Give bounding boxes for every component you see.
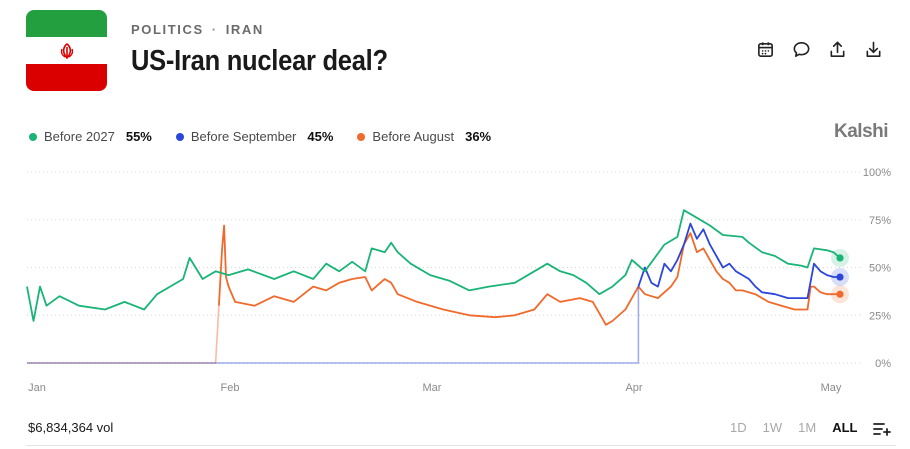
x-tick-label: Feb — [221, 382, 240, 394]
comment-icon[interactable] — [792, 40, 811, 59]
series-line[interactable] — [637, 222, 840, 299]
series-line-inactive — [27, 305, 220, 364]
subcategory-link[interactable]: IRAN — [225, 22, 264, 37]
x-tick-label: Mar — [423, 382, 442, 394]
legend-value: 45% — [307, 129, 334, 144]
line-chart[interactable]: 100% 75% 50% 25% 0% Jan Feb Mar Apr May — [0, 160, 910, 400]
x-tick-label: Jan — [28, 382, 46, 394]
legend-swatch — [175, 132, 184, 141]
series-line-inactive — [27, 286, 640, 364]
legend-value: 36% — [465, 129, 492, 144]
series-line[interactable] — [218, 224, 840, 326]
download-icon[interactable] — [864, 40, 883, 59]
x-tick-label: May — [821, 382, 842, 394]
breadcrumb-separator: · — [211, 22, 218, 37]
page-title: US-Iran nuclear deal? — [131, 45, 388, 77]
emblem-icon — [60, 42, 73, 59]
iran-flag-icon — [26, 10, 107, 91]
y-tick-label: 25% — [869, 310, 891, 322]
range-1m-button[interactable]: 1M — [798, 420, 817, 435]
share-icon[interactable] — [828, 40, 847, 59]
legend-item-before-2027[interactable]: Before 2027 55% — [29, 129, 152, 144]
category-link[interactable]: POLITICS — [131, 22, 204, 37]
legend-label: Before September — [190, 129, 297, 144]
divider — [26, 445, 896, 446]
range-all-button[interactable]: ALL — [832, 420, 858, 435]
calendar-icon[interactable] — [756, 40, 775, 59]
volume-label: $6,834,364 vol — [28, 420, 114, 435]
brand-logo: Kalshi — [834, 121, 889, 142]
add-list-icon[interactable] — [873, 422, 891, 436]
chart-footer: $6,834,364 vol 1D 1W 1M ALL — [0, 410, 910, 446]
x-tick-label: Apr — [625, 382, 642, 394]
legend-label: Before August — [372, 129, 455, 144]
action-bar — [756, 40, 883, 59]
range-selector: 1D 1W 1M ALL — [730, 420, 857, 435]
y-tick-label: 50% — [869, 263, 891, 275]
range-1w-button[interactable]: 1W — [762, 420, 783, 435]
y-tick-label: 100% — [863, 167, 891, 179]
series-line[interactable] — [26, 209, 841, 322]
endpoint-dot[interactable] — [836, 254, 844, 262]
legend-item-before-august[interactable]: Before August 36% — [357, 129, 491, 144]
y-tick-label: 75% — [869, 215, 891, 227]
legend-swatch — [29, 132, 37, 141]
endpoint-dot[interactable] — [836, 273, 844, 281]
legend-swatch — [357, 132, 366, 141]
breadcrumb: POLITICS · IRAN — [131, 22, 264, 37]
chart-legend: Before 2027 55% Before September 45% Bef… — [29, 129, 491, 144]
y-tick-label: 0% — [875, 358, 891, 370]
legend-item-before-september[interactable]: Before September 45% — [175, 129, 334, 144]
endpoint-dot[interactable] — [836, 290, 844, 298]
legend-label: Before 2027 — [44, 129, 115, 144]
legend-value: 55% — [125, 129, 152, 144]
range-1d-button[interactable]: 1D — [730, 420, 747, 435]
